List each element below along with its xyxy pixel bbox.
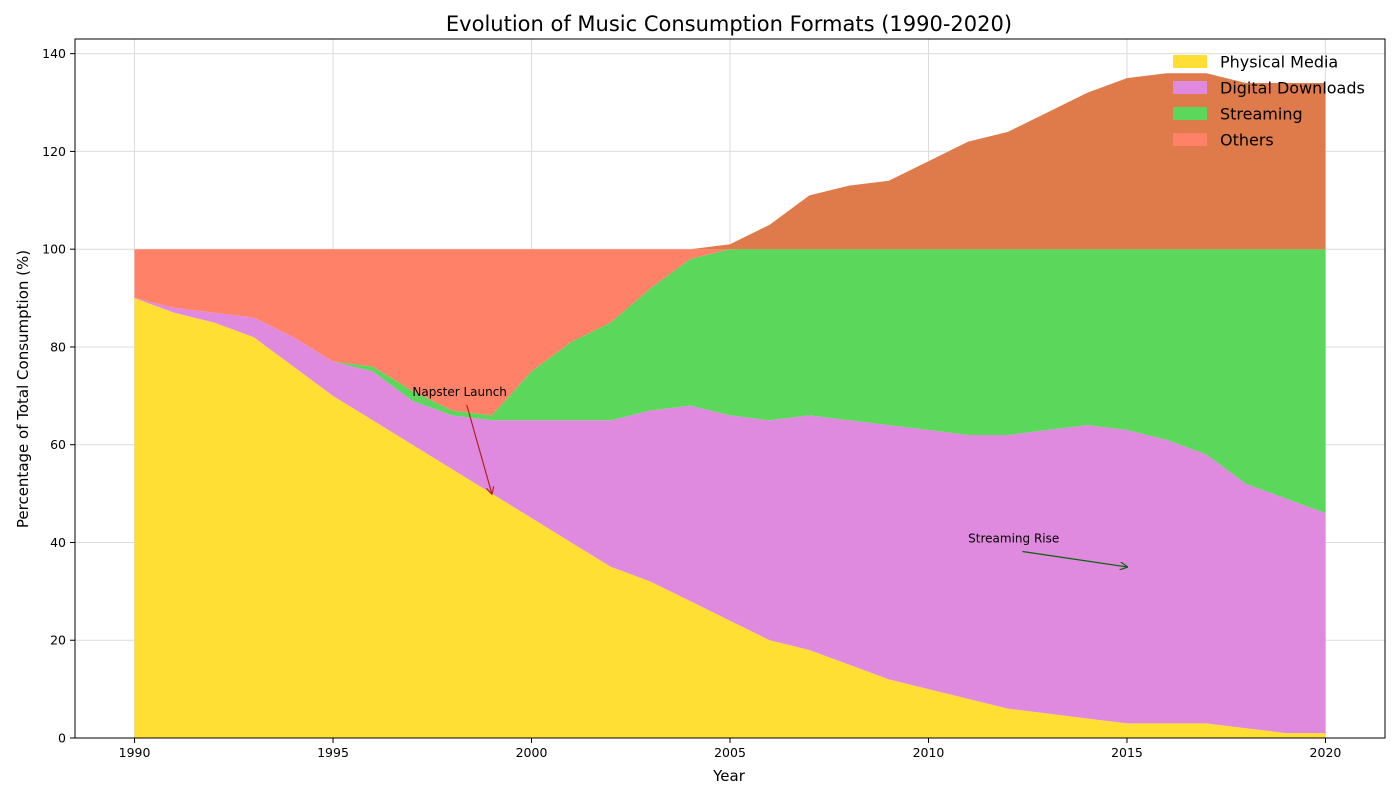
x-tick-label: 1990 bbox=[119, 745, 151, 760]
area-digital-downloads bbox=[134, 298, 1326, 734]
y-tick-label: 20 bbox=[50, 633, 66, 648]
legend: Physical Media Digital Downloads Streaming… bbox=[1173, 53, 1365, 150]
x-tick-label: 1995 bbox=[317, 745, 349, 760]
x-tick-label: 2015 bbox=[1111, 745, 1143, 760]
legend-label: Physical Media bbox=[1220, 53, 1338, 72]
area-others bbox=[134, 249, 1326, 416]
area-overflow-above-100 bbox=[134, 73, 1326, 250]
x-axis-label: Year bbox=[712, 767, 746, 785]
legend-label: Streaming bbox=[1220, 105, 1303, 124]
legend-swatch-streaming bbox=[1173, 107, 1207, 120]
legend-label: Others bbox=[1220, 131, 1274, 150]
x-tick-label: 2005 bbox=[714, 745, 746, 760]
x-tick-label: 2010 bbox=[913, 745, 945, 760]
y-tick-label: 0 bbox=[58, 731, 66, 746]
annotation-arrow bbox=[1022, 550, 1127, 566]
y-tick-label: 100 bbox=[42, 242, 66, 257]
legend-swatch-digital-downloads bbox=[1173, 81, 1207, 94]
y-tick-label: 120 bbox=[42, 144, 66, 159]
y-tick-label: 60 bbox=[50, 437, 66, 452]
annotation-arrow bbox=[466, 404, 492, 494]
y-tick-label: 80 bbox=[50, 339, 66, 354]
legend-swatch-others bbox=[1173, 133, 1207, 146]
legend-swatch-physical-media bbox=[1173, 55, 1207, 68]
annotation-label: Napster Launch bbox=[412, 385, 507, 399]
y-tick-label: 140 bbox=[42, 46, 66, 61]
chart-title: Evolution of Music Consumption Formats (… bbox=[446, 12, 1012, 36]
y-axis-label: Percentage of Total Consumption (%) bbox=[14, 250, 32, 528]
y-tick-label: 40 bbox=[50, 535, 66, 550]
area-streaming bbox=[134, 249, 1326, 514]
axis-ticks: 1990 1995 2000 2005 2010 2015 2020 0 20 40 60 80 100… bbox=[42, 46, 1341, 760]
legend-label: Digital Downloads bbox=[1220, 79, 1365, 98]
annotations: Napster Launch Streaming Rise bbox=[412, 385, 1127, 567]
stacked-areas bbox=[134, 73, 1326, 738]
x-tick-label: 2020 bbox=[1310, 745, 1342, 760]
x-tick-label: 2000 bbox=[516, 745, 548, 760]
annotation-label: Streaming Rise bbox=[968, 531, 1059, 545]
area-physical-media bbox=[134, 298, 1326, 738]
